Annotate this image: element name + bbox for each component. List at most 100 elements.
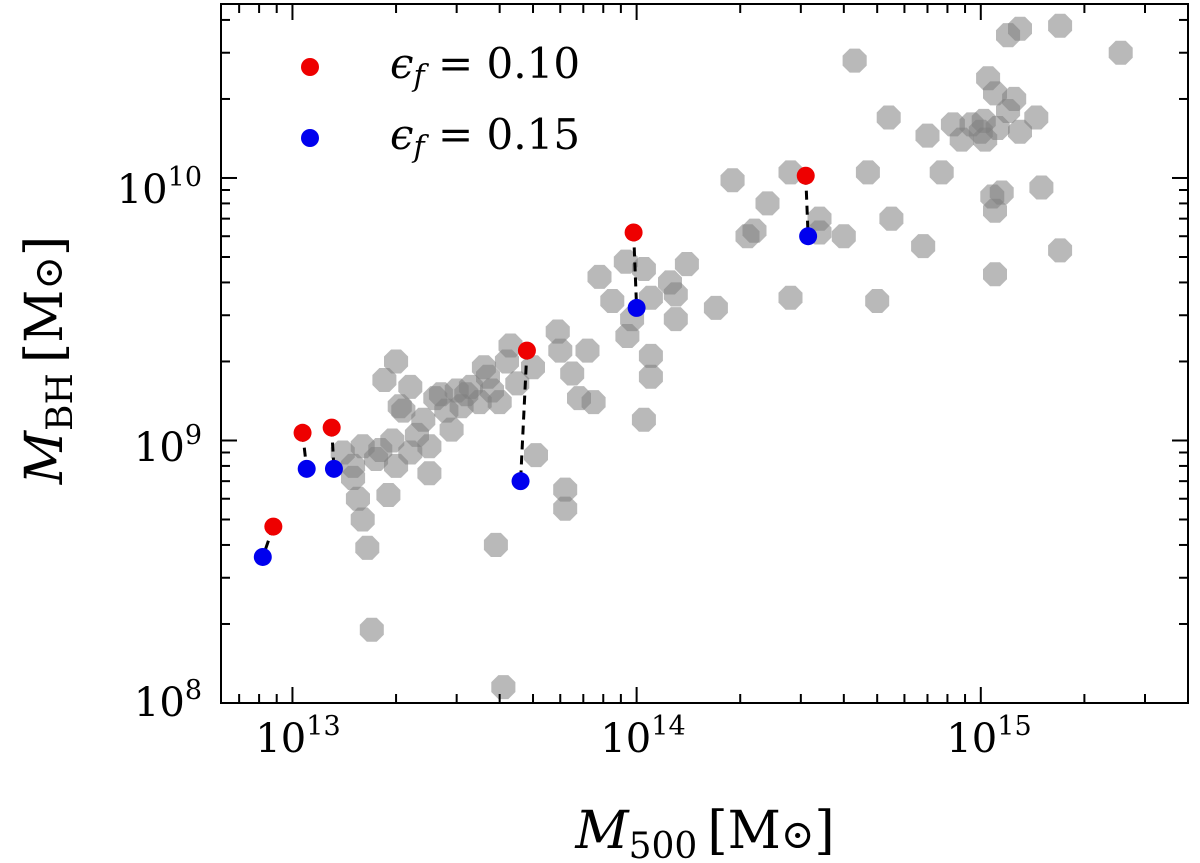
y-tick-label: 1010: [117, 162, 202, 213]
pair-link-line: [632, 232, 639, 308]
gray-data-point: [384, 349, 409, 374]
gray-data-point: [524, 443, 548, 468]
gray-data-point: [391, 398, 416, 423]
x-tick-labels: 1013 1014 1015: [255, 711, 1031, 762]
gray-data-point: [778, 285, 803, 310]
pair-link-line: [519, 350, 529, 482]
gray-data-point: [600, 289, 625, 313]
gray-data-point: [1048, 238, 1073, 263]
x-tick-label: 1013: [255, 711, 340, 762]
gray-data-point: [989, 180, 1014, 205]
gray-data-point: [663, 282, 688, 307]
gray-data-point: [631, 407, 656, 432]
gray-data-point: [663, 307, 688, 332]
gray-data-point: [587, 264, 612, 289]
gray-data-point: [417, 434, 442, 459]
gray-data-point: [613, 249, 638, 274]
gray-data-point: [372, 368, 397, 392]
gray-data-point: [855, 160, 880, 185]
gray-data-point: [755, 191, 780, 216]
gray-data-point: [929, 160, 954, 185]
gray-data-point: [498, 333, 523, 358]
gray-data-point: [638, 343, 663, 368]
gray-data-point: [1048, 13, 1073, 38]
gray-data-point: [1024, 105, 1049, 130]
gray-data-point: [983, 198, 1007, 223]
x-axis-label: M500 [M⊙]: [574, 801, 834, 863]
gray-data-point: [631, 257, 656, 281]
legend-label: ϵf = 0.10: [390, 39, 580, 94]
blue-data-point: [253, 547, 272, 566]
gray-data-point: [674, 252, 699, 277]
gray-data-point: [911, 234, 936, 259]
gray-data-point: [376, 483, 401, 507]
gray-data-point: [355, 535, 380, 560]
gray-data-point: [983, 81, 1007, 106]
gray-data-point: [742, 218, 767, 243]
x-tick-label: 1015: [946, 711, 1031, 762]
legend-marker-red: [301, 58, 319, 76]
gray-data-point: [483, 532, 508, 557]
gray-data-point: [487, 390, 512, 415]
gray-data-point: [505, 371, 530, 396]
gray-data-point: [876, 105, 901, 130]
red-data-point: [517, 341, 536, 360]
red-data-point: [322, 418, 341, 437]
gray-data-point: [491, 675, 516, 700]
gray-data-point: [778, 160, 803, 185]
gray-data-point: [703, 295, 728, 320]
gray-data-point: [915, 123, 940, 148]
colored-points-layer: [253, 166, 818, 566]
gray-data-point: [553, 477, 578, 502]
red-data-point: [264, 517, 283, 536]
gray-data-point: [983, 262, 1007, 287]
legend-marker-blue: [301, 129, 319, 147]
gray-data-point: [411, 407, 436, 432]
gray-data-point: [581, 390, 606, 415]
gray-data-point: [545, 319, 570, 344]
y-tick-label: 108: [134, 675, 202, 726]
gray-data-point: [831, 224, 856, 249]
x-tick-label: 1014: [600, 711, 685, 762]
y-tick-labels: 108 109 1010: [117, 162, 202, 726]
gray-data-point: [842, 48, 867, 73]
blue-data-point: [799, 227, 818, 246]
red-data-point: [293, 423, 312, 442]
gray-data-point: [380, 428, 405, 453]
gray-data-point: [1029, 175, 1054, 200]
gray-data-point: [341, 465, 366, 490]
gray-data-point: [548, 338, 573, 363]
gray-data-point: [439, 417, 464, 442]
gray-data-point: [865, 289, 890, 313]
gray-points-layer: [330, 13, 1133, 700]
gray-data-point: [879, 206, 904, 231]
gray-data-point: [345, 486, 370, 511]
red-data-point: [796, 166, 815, 185]
blue-data-point: [297, 459, 316, 478]
gray-data-point: [350, 507, 375, 532]
gray-data-point: [417, 461, 442, 486]
gray-data-point: [638, 285, 663, 310]
plot-frame: [220, 3, 1189, 704]
gray-data-point: [359, 617, 384, 642]
y-axis-label: MBH[M⊙]: [15, 236, 81, 485]
legend: ϵf = 0.10 ϵf = 0.15: [301, 39, 580, 165]
gray-data-point: [560, 361, 585, 386]
legend-label: ϵf = 0.15: [390, 110, 580, 165]
gray-data-point: [638, 364, 663, 389]
blue-data-point: [627, 298, 646, 317]
gray-data-point: [398, 374, 423, 399]
pair-link-line: [804, 175, 810, 237]
blue-data-point: [324, 459, 343, 478]
red-data-point: [624, 223, 643, 242]
gray-data-point: [575, 338, 600, 363]
y-tick-label: 109: [134, 420, 202, 471]
gray-data-point: [1108, 40, 1133, 65]
gray-data-point: [553, 496, 578, 521]
gray-data-point: [1008, 16, 1032, 41]
blue-data-point: [511, 472, 530, 491]
gray-data-point: [720, 168, 745, 193]
gray-data-point: [1008, 119, 1032, 144]
gray-data-point: [1002, 86, 1027, 111]
